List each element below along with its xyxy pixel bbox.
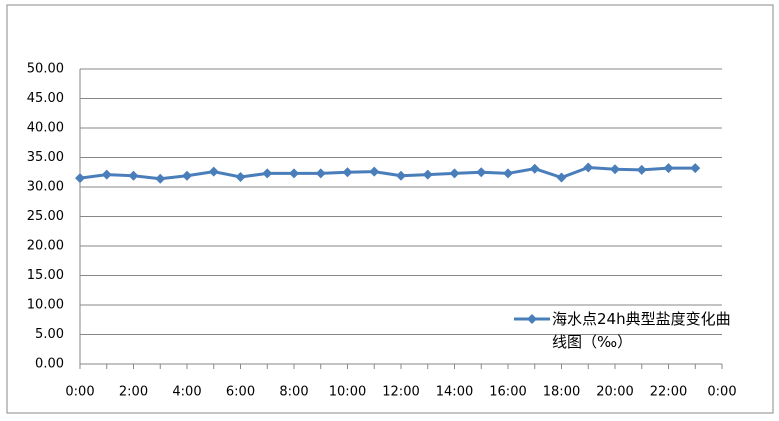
y-tick-label: 35.00: [27, 150, 64, 165]
y-tick-label: 15.00: [27, 268, 64, 283]
legend-key: [512, 308, 552, 331]
x-tick-label: 6:00: [226, 385, 255, 400]
marker: [556, 172, 567, 183]
y-tick-label: 50.00: [27, 62, 64, 77]
legend: 海水点24h典型盐度变化曲线图（‰）: [512, 308, 742, 354]
x-tick-label: 12:00: [382, 385, 419, 400]
y-tick-label: 25.00: [27, 209, 64, 224]
x-tick-label: 8:00: [279, 385, 308, 400]
y-tick-label: 20.00: [27, 239, 64, 254]
marker: [422, 169, 433, 180]
x-tick-label: 22:00: [650, 385, 687, 400]
marker: [342, 167, 353, 178]
marker: [396, 170, 406, 181]
marker: [262, 168, 273, 179]
marker: [610, 164, 620, 175]
marker: [182, 170, 192, 181]
chart-border: [6, 4, 774, 414]
marker: [155, 173, 166, 184]
marker: [208, 166, 219, 177]
marker: [289, 168, 299, 179]
x-tick-label: 20:00: [596, 385, 633, 400]
x-tick-label: 4:00: [172, 385, 201, 400]
y-tick-label: 10.00: [27, 298, 64, 313]
marker: [476, 167, 487, 178]
x-tick-label: 16:00: [489, 385, 526, 400]
x-tick-label: 18:00: [543, 385, 580, 400]
marker: [663, 163, 674, 174]
y-tick-label: 40.00: [27, 121, 64, 136]
marker: [449, 168, 460, 179]
marker: [128, 170, 139, 181]
marker: [101, 169, 112, 180]
legend-label: 海水点24h典型盐度变化曲线图（‰）: [552, 310, 731, 351]
y-tick-label: 5.00: [35, 327, 64, 342]
marker: [369, 166, 380, 177]
marker: [235, 171, 246, 182]
marker: [315, 168, 326, 179]
y-tick-label: 45.00: [27, 91, 64, 106]
marker: [503, 168, 513, 179]
marker: [529, 163, 540, 174]
marker: [690, 163, 701, 174]
x-tick-label: 14:00: [436, 385, 473, 400]
legend-marker: [514, 314, 550, 324]
x-tick-label: 0:00: [65, 385, 94, 400]
legend-diamond: [527, 314, 537, 324]
marker: [636, 164, 647, 175]
y-tick-label: 30.00: [27, 180, 64, 195]
x-tick-label: 0:00: [707, 385, 736, 400]
y-tick-label: 0.00: [35, 357, 64, 372]
marker: [75, 173, 85, 184]
x-tick-label: 2:00: [119, 385, 148, 400]
marker: [583, 162, 594, 173]
x-tick-label: 10:00: [329, 385, 366, 400]
